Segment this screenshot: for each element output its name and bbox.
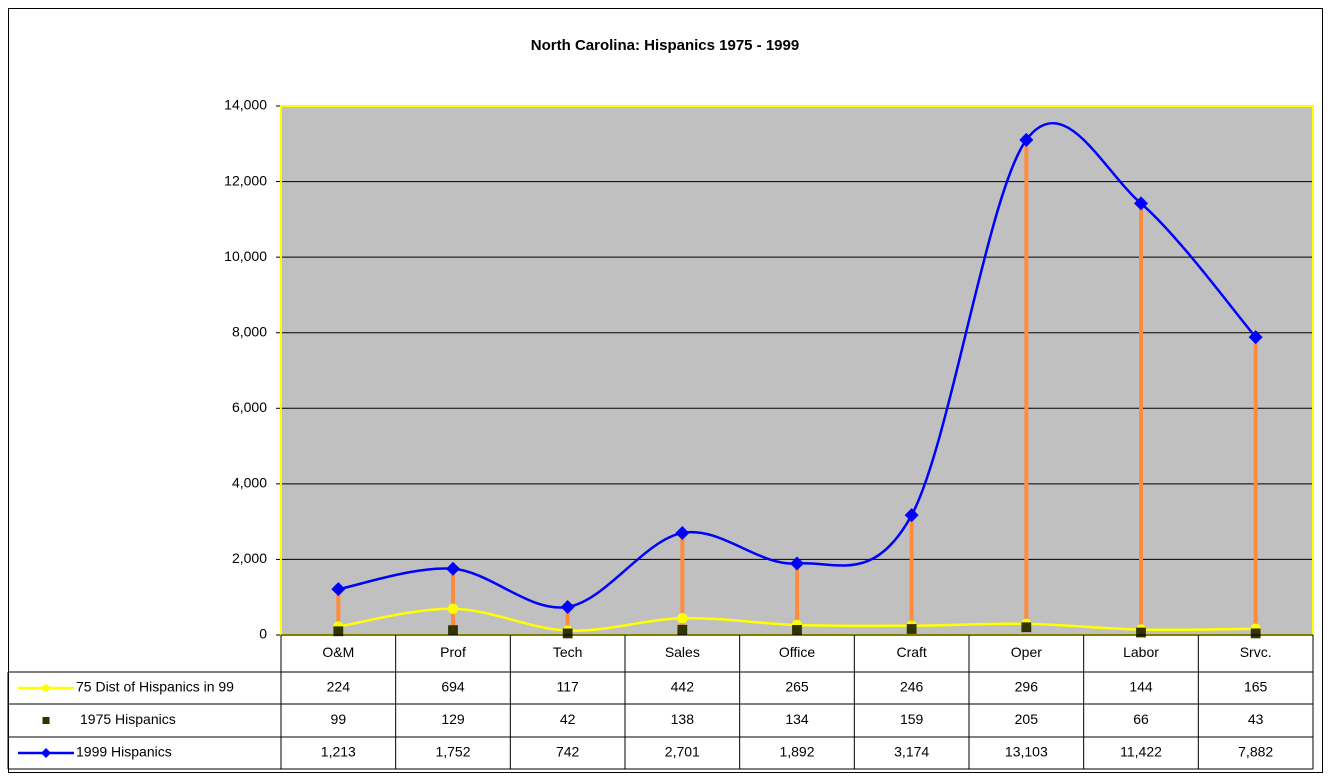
table-value: 134 — [785, 711, 809, 727]
table-value: 43 — [1248, 711, 1264, 727]
marker — [333, 626, 344, 637]
legend-label: 75 Dist of Hispanics in 99 — [76, 679, 234, 695]
legend-label: 1975 Hispanics — [80, 711, 176, 727]
marker — [790, 556, 804, 571]
marker — [1250, 628, 1261, 639]
y-tick-label: 4,000 — [232, 475, 267, 491]
series-line — [338, 122, 1257, 609]
marker — [446, 561, 460, 576]
table-value: 742 — [556, 744, 580, 760]
marker — [331, 582, 346, 597]
table-value: 205 — [1015, 711, 1039, 727]
y-tick-label: 2,000 — [232, 550, 267, 566]
marker — [1248, 330, 1263, 345]
table-value: 144 — [1129, 679, 1153, 695]
legend-label: 1999 Hispanics — [76, 744, 172, 760]
table-value: 99 — [331, 711, 347, 727]
y-tick-label: 0 — [259, 626, 267, 642]
marker — [906, 624, 917, 634]
table-value: 66 — [1133, 711, 1149, 727]
table-value: 117 — [557, 679, 580, 695]
x-tick-label: Srvc. — [1240, 644, 1272, 660]
y-tick-label: 14,000 — [224, 97, 267, 113]
marker — [41, 748, 51, 758]
table-value: 159 — [900, 711, 924, 727]
table-value: 265 — [785, 679, 809, 695]
marker — [42, 717, 50, 724]
table-value: 246 — [900, 679, 924, 695]
x-tick-label: Prof — [440, 644, 466, 660]
table-value: 138 — [671, 711, 695, 727]
x-tick-label: Sales — [665, 644, 700, 660]
plot-area — [281, 106, 1313, 635]
x-tick-label: Labor — [1123, 644, 1159, 660]
x-tick-label: Craft — [896, 644, 926, 660]
table-value: 7,882 — [1238, 744, 1273, 760]
chart-title: North Carolina: Hispanics 1975 - 1999 — [531, 37, 799, 54]
marker — [677, 613, 688, 624]
y-tick-label: 8,000 — [232, 323, 267, 339]
y-tick-label: 12,000 — [224, 172, 267, 188]
table-value: 42 — [560, 711, 576, 727]
x-tick-label: Tech — [553, 644, 583, 660]
table-value: 296 — [1015, 679, 1039, 695]
table-value: 1,213 — [321, 744, 356, 760]
table-value: 129 — [441, 711, 465, 727]
marker — [904, 508, 919, 523]
marker — [1019, 132, 1034, 147]
marker — [1136, 627, 1146, 638]
table-value: 11,422 — [1120, 744, 1162, 760]
y-tick-label: 10,000 — [224, 248, 267, 264]
marker — [42, 684, 50, 692]
marker — [562, 628, 573, 639]
marker — [447, 603, 459, 615]
y-tick-label: 6,000 — [232, 399, 267, 415]
marker — [677, 624, 688, 635]
marker — [448, 625, 458, 636]
marker — [1134, 196, 1148, 211]
table-value: 13,103 — [1005, 744, 1048, 760]
table-value: 224 — [327, 679, 351, 695]
table-value: 442 — [671, 679, 695, 695]
table-value: 165 — [1244, 679, 1268, 695]
table-value: 1,752 — [435, 744, 470, 760]
x-tick-label: O&M — [322, 644, 354, 660]
marker — [792, 625, 802, 635]
table-value: 1,892 — [779, 744, 814, 760]
table-value: 694 — [441, 679, 465, 695]
x-tick-label: Office — [779, 644, 816, 660]
table-value: 3,174 — [894, 744, 929, 760]
x-tick-label: Oper — [1011, 644, 1042, 660]
marker — [1021, 622, 1032, 633]
marker — [560, 599, 575, 614]
marker — [675, 525, 690, 540]
table-value: 2,701 — [665, 744, 700, 760]
